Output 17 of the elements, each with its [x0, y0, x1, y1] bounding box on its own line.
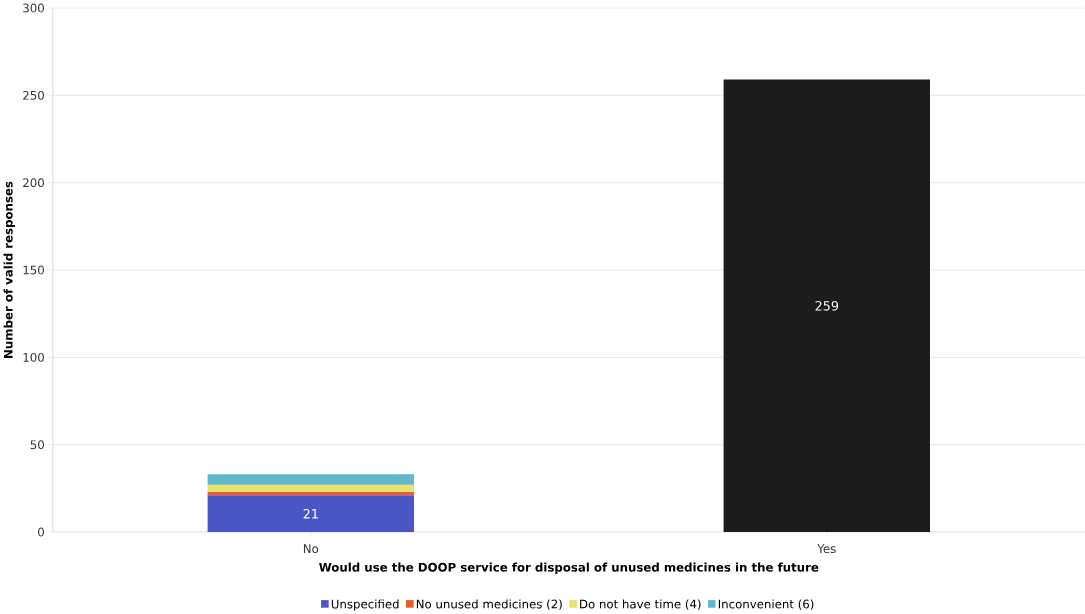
y-tick-label: 200	[23, 178, 44, 188]
legend-label: Inconvenient (6)	[718, 599, 814, 610]
y-tick-label: 250	[23, 90, 44, 100]
x-tick-label: Yes	[817, 544, 836, 553]
y-tick-label: 150	[23, 265, 44, 275]
legend-label: No unused medicines (2)	[416, 599, 562, 610]
legend-label: Unspecified	[331, 599, 399, 611]
y-tick-label: 300	[23, 3, 44, 13]
x-tick-label: No	[303, 544, 319, 553]
y-axis-title: Number of valid responses	[3, 181, 15, 358]
data-label: 21	[303, 508, 318, 519]
legend-label: Do not have time (4)	[580, 599, 701, 610]
y-tick-label: 0	[38, 527, 44, 537]
y-tick-label: 100	[23, 352, 44, 362]
x-axis-title: Would use the DOOP service for disposal of unused medicines in the future	[319, 562, 819, 574]
y-tick-label: 50	[30, 440, 44, 450]
data-label: 259	[815, 300, 839, 311]
